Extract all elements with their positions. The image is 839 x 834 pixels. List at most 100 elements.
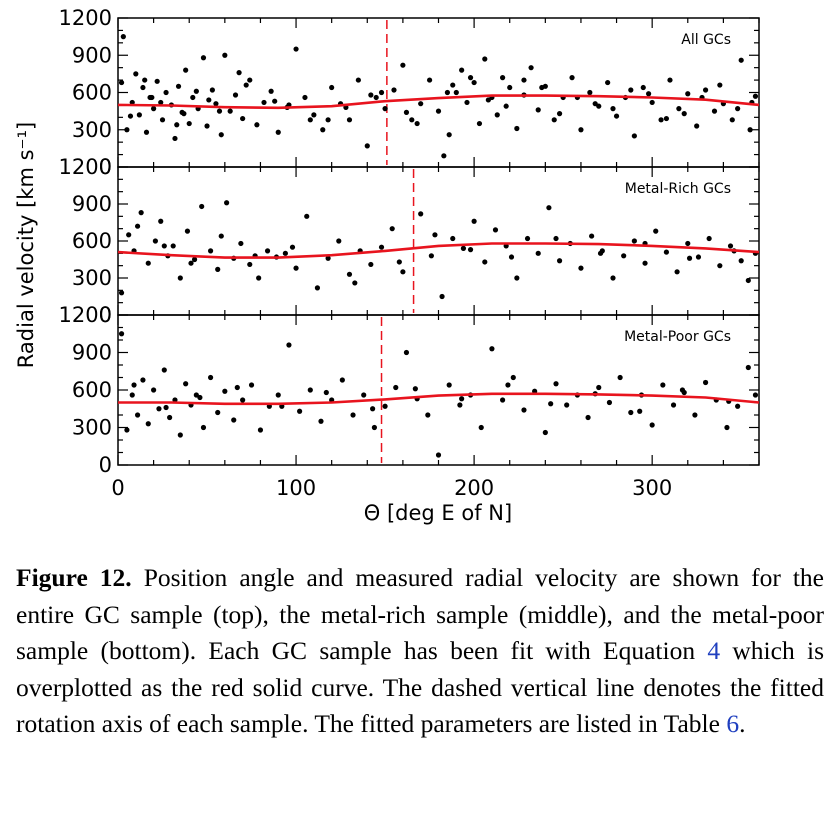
data-point [702,379,709,386]
data-point [232,92,239,98]
data-point [329,84,335,91]
data-point [613,113,620,119]
panel-label: Metal-Poor GCs [624,329,731,345]
data-point [378,244,385,250]
caption-label: Figure 12. [16,563,132,592]
data-point [717,263,723,269]
data-point [642,260,648,266]
data-point [247,77,253,83]
data-point [503,103,509,109]
data-point [391,87,397,93]
data-point [167,414,173,421]
data-point [660,382,666,388]
data-point [174,122,180,128]
data-point [275,392,281,398]
data-point [592,101,598,107]
data-point [610,106,616,112]
data-point [446,132,452,138]
data-point [325,117,331,123]
data-point [505,382,511,388]
data-point [136,112,142,118]
data-point [485,97,491,103]
data-point [190,94,196,101]
panels: 0 300 600 900 1200 All GCs 0 300 600 900 1200 Metal… [59,6,760,500]
data-point [118,79,125,86]
plot-frame [117,17,760,168]
data-point [606,399,613,406]
data-point [735,403,741,409]
data-point [667,77,673,83]
data-point [685,240,691,247]
data-point [747,127,753,133]
data-point [368,92,374,98]
data-point [236,70,242,76]
data-point [476,120,483,127]
equation-link[interactable]: 4 [707,636,721,666]
y-tick-label: 0 [99,155,112,179]
data-point [177,432,183,438]
data-point [553,235,559,242]
data-point [553,381,559,387]
data-point [161,243,167,249]
data-point [597,250,604,256]
data-point [610,275,616,281]
data-point [521,407,527,413]
x-axis-title: Θ [deg E of N] [364,501,512,525]
data-point [631,238,637,244]
data-point [191,256,198,263]
table-link[interactable]: 6 [726,709,740,739]
data-point [578,265,584,271]
data-point [293,265,299,271]
data-point [621,253,627,259]
data-point [282,250,288,256]
data-point [508,254,515,260]
data-point [163,89,169,96]
data-point [492,227,499,233]
data-point [450,235,456,242]
data-point [727,243,734,249]
data-point [514,125,520,132]
fit-curve [117,242,760,259]
data-point [199,203,205,210]
data-point [371,424,377,431]
data-point [311,112,317,118]
y-tick-label: 0 [99,453,112,477]
y-tick-label: 1200 [59,155,112,179]
data-point [382,403,388,409]
data-point [346,271,353,277]
data-point [350,412,356,418]
data-point [200,55,207,61]
data-point [679,387,686,393]
data-point [145,260,151,266]
data-point [183,67,189,73]
data-point [186,120,192,127]
data-point [400,62,406,68]
data-point [464,99,470,106]
caption-text-3: . [739,709,746,739]
data-point [127,113,134,119]
data-point [564,402,570,408]
data-point [336,238,342,244]
data-point [494,112,500,118]
data-point [131,382,137,388]
data-point [227,108,233,114]
data-point [247,261,253,268]
data-point [467,75,474,81]
data-point [120,34,126,40]
data-point [243,82,249,88]
data-point [145,421,151,427]
data-point [649,422,655,428]
data-point [184,228,191,234]
data-point [435,452,442,458]
data-point [215,266,221,272]
data-point [658,117,664,123]
data-point [535,107,541,113]
data-point [735,106,741,112]
data-point [510,374,516,381]
data-point [663,249,670,255]
data-point [446,382,452,388]
data-point [435,108,442,114]
y-tick-label: 900 [72,192,112,216]
data-point [500,397,506,403]
